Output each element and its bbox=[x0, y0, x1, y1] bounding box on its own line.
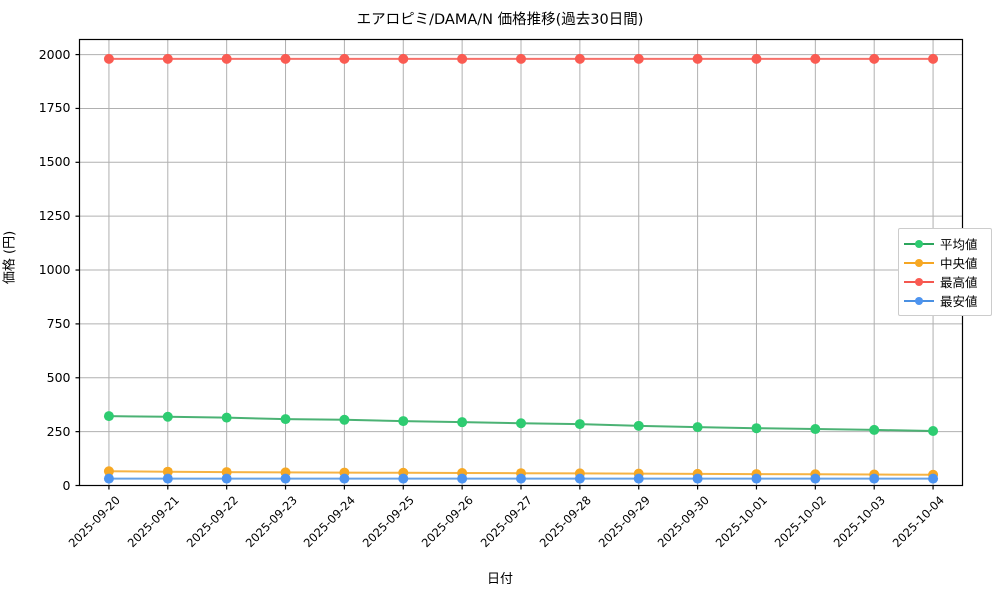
axis-tick-marks bbox=[75, 53, 934, 490]
chart-legend: 平均値 中央値 最高値 最安値 bbox=[898, 228, 992, 316]
data-point bbox=[633, 473, 644, 484]
data-point bbox=[103, 411, 114, 422]
data-series-group bbox=[103, 53, 939, 484]
data-point bbox=[162, 411, 173, 422]
legend-marker-min-icon bbox=[904, 295, 934, 307]
chart-title: エアロピミ/DAMA/N 価格推移(過去30日間) bbox=[356, 12, 644, 28]
data-point bbox=[810, 424, 821, 435]
data-point bbox=[221, 473, 232, 484]
data-point bbox=[633, 53, 644, 64]
data-point bbox=[280, 473, 291, 484]
data-point bbox=[810, 473, 821, 484]
y-tick-label: 1500 bbox=[38, 154, 71, 170]
data-point bbox=[751, 473, 762, 484]
legend-item-min[interactable]: 最安値 bbox=[904, 291, 985, 310]
data-point bbox=[574, 419, 585, 430]
data-point bbox=[810, 53, 821, 64]
data-point bbox=[457, 53, 468, 64]
data-point bbox=[692, 53, 703, 64]
data-point bbox=[339, 414, 350, 425]
y-tick-label: 1750 bbox=[38, 100, 71, 116]
legend-label-mean: 平均値 bbox=[940, 237, 978, 252]
data-point bbox=[869, 53, 880, 64]
data-point bbox=[516, 473, 526, 484]
y-tick-label: 2000 bbox=[38, 46, 71, 62]
y-tick-label: 0 bbox=[62, 477, 71, 493]
data-point bbox=[869, 424, 880, 435]
legend-label-median: 中央値 bbox=[940, 256, 978, 271]
data-point bbox=[162, 53, 173, 64]
data-point bbox=[398, 473, 409, 484]
data-point bbox=[574, 53, 585, 64]
legend-label-max: 最高値 bbox=[940, 275, 978, 290]
data-point bbox=[692, 422, 703, 433]
data-point bbox=[280, 53, 291, 64]
legend-marker-mean-icon bbox=[904, 238, 934, 250]
data-point bbox=[103, 473, 114, 484]
data-point bbox=[221, 53, 232, 64]
data-point bbox=[162, 473, 173, 484]
data-point bbox=[928, 53, 939, 64]
y-tick-label: 1000 bbox=[38, 262, 71, 278]
x-axis-label: 日付 bbox=[486, 572, 513, 587]
legend-item-max[interactable]: 最高値 bbox=[904, 272, 985, 291]
data-point bbox=[398, 416, 409, 427]
legend-label-min: 最安値 bbox=[940, 294, 978, 309]
data-point bbox=[928, 473, 939, 484]
data-point bbox=[692, 473, 703, 484]
data-point bbox=[574, 473, 585, 484]
data-point bbox=[928, 425, 939, 436]
data-point bbox=[339, 53, 350, 64]
data-point bbox=[751, 423, 762, 434]
data-point bbox=[339, 473, 350, 484]
data-point bbox=[103, 53, 114, 64]
legend-marker-median-icon bbox=[904, 257, 934, 269]
data-point bbox=[516, 53, 526, 64]
y-tick-label: 750 bbox=[46, 315, 71, 331]
data-point bbox=[633, 420, 644, 431]
data-point bbox=[869, 473, 880, 484]
data-point bbox=[457, 473, 468, 484]
legend-marker-max-icon bbox=[904, 276, 934, 288]
y-tick-label: 250 bbox=[46, 423, 71, 439]
data-point bbox=[457, 417, 468, 428]
data-point bbox=[221, 412, 232, 423]
data-point bbox=[751, 53, 762, 64]
legend-item-median[interactable]: 中央値 bbox=[904, 253, 985, 272]
data-point bbox=[280, 414, 291, 425]
data-point bbox=[398, 53, 409, 64]
y-tick-label: 500 bbox=[46, 369, 71, 385]
data-point bbox=[516, 418, 526, 429]
data-point bbox=[162, 466, 173, 477]
data-point bbox=[103, 466, 114, 477]
y-tick-label: 1250 bbox=[38, 208, 71, 224]
legend-item-mean[interactable]: 平均値 bbox=[904, 234, 985, 253]
